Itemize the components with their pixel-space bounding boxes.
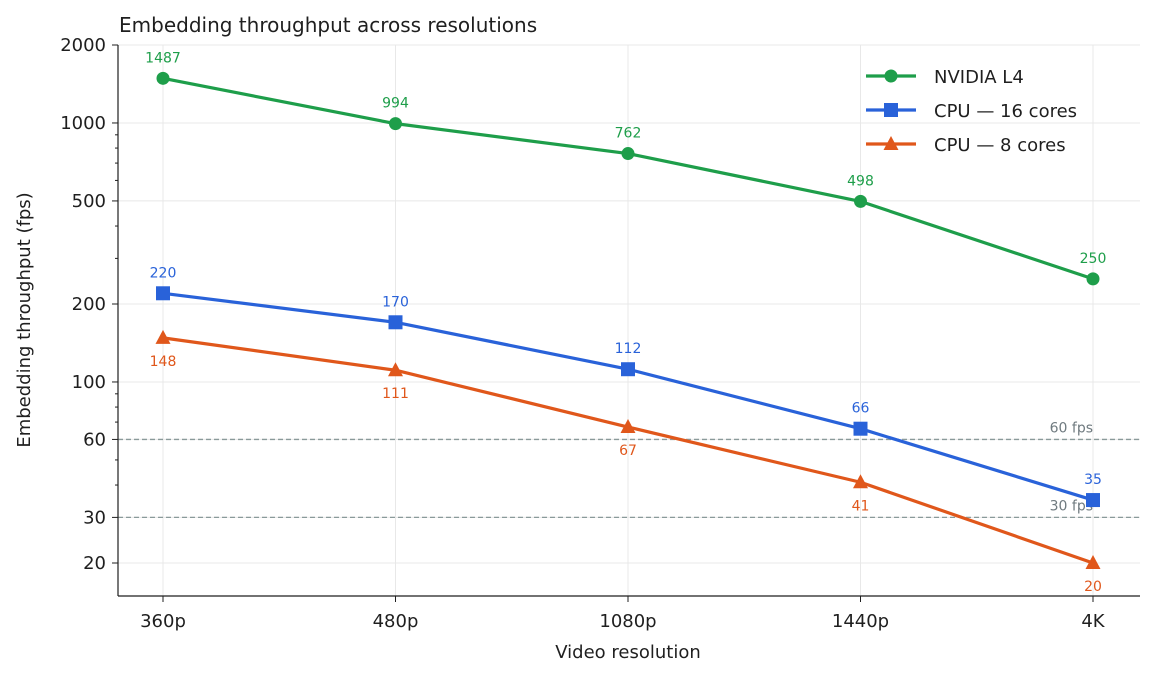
data-point bbox=[854, 194, 867, 208]
legend-marker bbox=[884, 69, 898, 83]
legend-label: NVIDIA L4 bbox=[934, 67, 1024, 88]
x-tick-label: 1440p bbox=[832, 611, 889, 632]
x-tick-label: 1080p bbox=[599, 611, 656, 632]
data-point bbox=[388, 315, 403, 330]
y-tick-label: 30 bbox=[83, 507, 106, 528]
x-tick-label: 4K bbox=[1081, 611, 1105, 632]
data-label: 220 bbox=[150, 265, 177, 281]
reference-lines: 60 fps 30 fps bbox=[118, 420, 1140, 519]
legend-marker bbox=[883, 136, 899, 150]
data-label: 1487 bbox=[145, 50, 181, 66]
y-tick-label: 1000 bbox=[60, 113, 106, 134]
data-label: 66 bbox=[852, 401, 870, 417]
data-point bbox=[156, 71, 170, 85]
data-label: 35 bbox=[1084, 472, 1102, 488]
data-label: 170 bbox=[382, 294, 409, 310]
x-axis-ticks: 360p 480p 1080p 1440p 4K bbox=[140, 596, 1106, 632]
data-label: 20 bbox=[1084, 579, 1102, 595]
series: 220 170 112 66 35 bbox=[150, 265, 1102, 508]
data-point bbox=[853, 421, 868, 436]
data-point bbox=[1085, 555, 1101, 569]
legend-label: CPU — 8 cores bbox=[934, 135, 1066, 156]
legend-label: CPU — 16 cores bbox=[934, 101, 1077, 122]
y-tick-label: 60 bbox=[83, 429, 106, 450]
y-axis-ticks: 20 30 60 100 200 500 1000 2000 bbox=[60, 35, 118, 574]
data-point bbox=[620, 419, 636, 434]
data-point bbox=[621, 362, 635, 377]
y-tick-label: 100 bbox=[72, 372, 106, 393]
legend-marker bbox=[884, 103, 898, 117]
data-point bbox=[155, 329, 171, 344]
x-tick-label: 480p bbox=[373, 611, 419, 632]
data-label: 250 bbox=[1080, 251, 1107, 267]
grid bbox=[118, 44, 1140, 596]
x-tick-label: 360p bbox=[140, 611, 186, 632]
data-point bbox=[156, 286, 170, 301]
legend-item: NVIDIA L4 bbox=[866, 67, 1024, 88]
data-point bbox=[1086, 272, 1100, 286]
data-point bbox=[389, 117, 402, 131]
y-tick-label: 20 bbox=[83, 553, 106, 574]
data-label: 762 bbox=[615, 126, 642, 142]
legend-item: CPU — 8 cores bbox=[866, 135, 1066, 156]
series-group: 1487994762498250220170112663514811167412… bbox=[145, 50, 1106, 595]
x-axis-label: Video resolution bbox=[555, 642, 701, 663]
data-label: 41 bbox=[852, 498, 870, 514]
reference-line-label: 60 fps bbox=[1050, 420, 1093, 436]
y-tick-label: 200 bbox=[72, 294, 106, 315]
data-point bbox=[1086, 493, 1100, 508]
series: 1487 994 762 498 250 bbox=[145, 50, 1107, 286]
data-label: 111 bbox=[382, 386, 409, 402]
y-tick-label: 2000 bbox=[60, 35, 106, 56]
data-label: 498 bbox=[847, 173, 874, 189]
data-point bbox=[853, 474, 868, 489]
data-label: 148 bbox=[150, 354, 177, 370]
y-tick-label: 500 bbox=[72, 191, 106, 212]
y-axis-label: Embedding throughput (fps) bbox=[14, 192, 35, 447]
data-label: 112 bbox=[615, 341, 642, 357]
series: 148 111 67 41 20 bbox=[150, 329, 1102, 595]
data-label: 994 bbox=[382, 96, 409, 112]
reference-line-label: 30 fps bbox=[1050, 498, 1093, 514]
data-label: 67 bbox=[619, 443, 637, 459]
legend: NVIDIA L4 CPU — 16 cores CPU — 8 cores bbox=[866, 67, 1077, 156]
chart-title: Embedding throughput across resolutions bbox=[119, 13, 537, 37]
axes bbox=[117, 45, 1140, 597]
data-point bbox=[388, 362, 403, 377]
legend-item: CPU — 16 cores bbox=[866, 101, 1077, 122]
data-point bbox=[621, 147, 635, 161]
